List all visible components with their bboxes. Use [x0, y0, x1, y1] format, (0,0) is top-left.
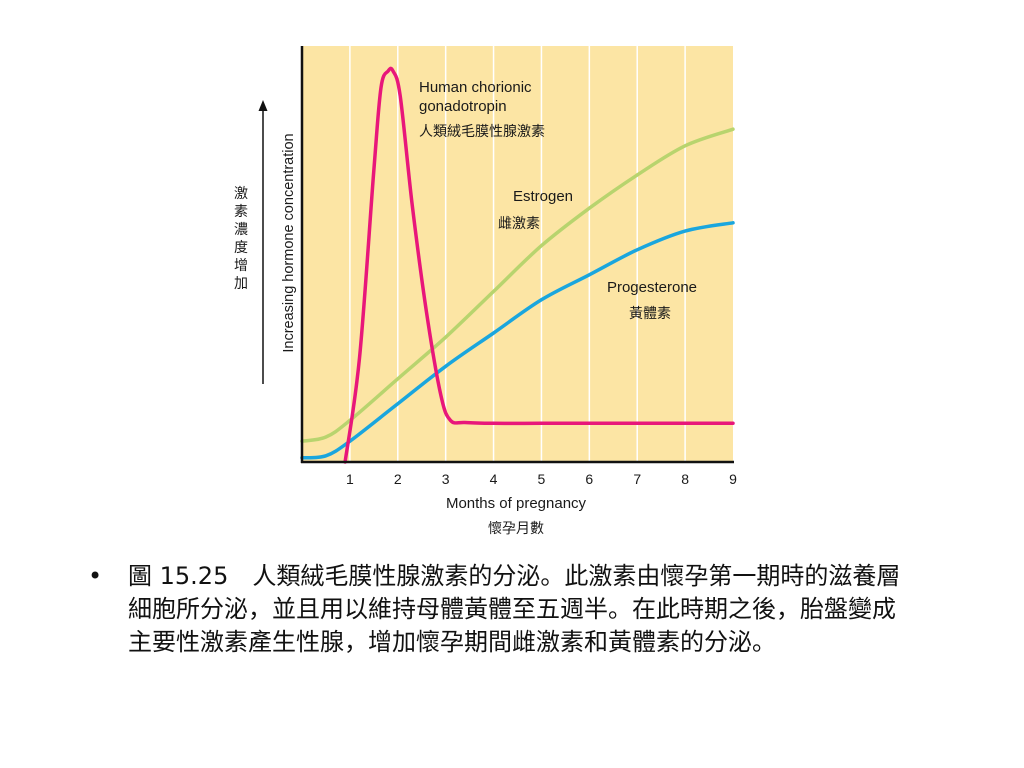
x-tick-label-4: 4 [490, 471, 498, 487]
x-tick-label-6: 6 [585, 471, 593, 487]
x-axis-label: Months of pregnancy [446, 495, 587, 512]
estrogen-label-zh: 雌激素 [498, 215, 540, 232]
bullet: • [88, 562, 103, 590]
progesterone-label-zh: 黃體素 [629, 306, 671, 322]
x-tick-label-1: 1 [346, 471, 354, 487]
y-axis-label: Increasing hormone concentration [281, 133, 297, 352]
progesterone-label: Progesterone [607, 279, 697, 296]
x-tick-label-9: 9 [729, 471, 737, 487]
x-axis-label-zh: 懷孕月數 [488, 521, 544, 537]
vertical-gridlines [349, 46, 686, 462]
plot-area [302, 46, 733, 462]
caption-text: 圖 15.25 人類絨毛膜性腺激素的分泌。此激素由懷孕第一期時的滋養層細胞所分泌… [128, 562, 901, 657]
y-axis-label-zh: 激素濃度增加 [234, 185, 248, 292]
estrogen-label: Estrogen [513, 188, 573, 205]
x-tick-label-2: 2 [394, 471, 402, 487]
x-tick-label-7: 7 [633, 471, 641, 487]
progesterone-line [300, 221, 735, 460]
x-tick-labels: 1 2 3 4 5 6 7 8 9 [346, 471, 737, 487]
estrogen-line [300, 127, 735, 443]
hcg-line [343, 66, 735, 464]
x-tick-label-8: 8 [681, 471, 689, 487]
hcg-label-zh: 人類絨毛膜性腺激素 [419, 123, 545, 140]
hcg-label-line2: gonadotropin [419, 98, 507, 115]
series-lines [300, 66, 735, 464]
y-axis-arrow [258, 100, 268, 384]
figure-caption: • 圖 15.25 人類絨毛膜性腺激素的分泌。此激素由懷孕第一期時的滋養層細胞所… [88, 560, 918, 659]
hormone-chart: 1 2 3 4 5 6 7 8 9 Months of pregnancy 懷孕月數 Incre… [234, 46, 737, 537]
x-tick-label-5: 5 [538, 471, 546, 487]
hcg-label-line1: Human chorionic [419, 79, 532, 96]
x-tick-label-3: 3 [442, 471, 450, 487]
